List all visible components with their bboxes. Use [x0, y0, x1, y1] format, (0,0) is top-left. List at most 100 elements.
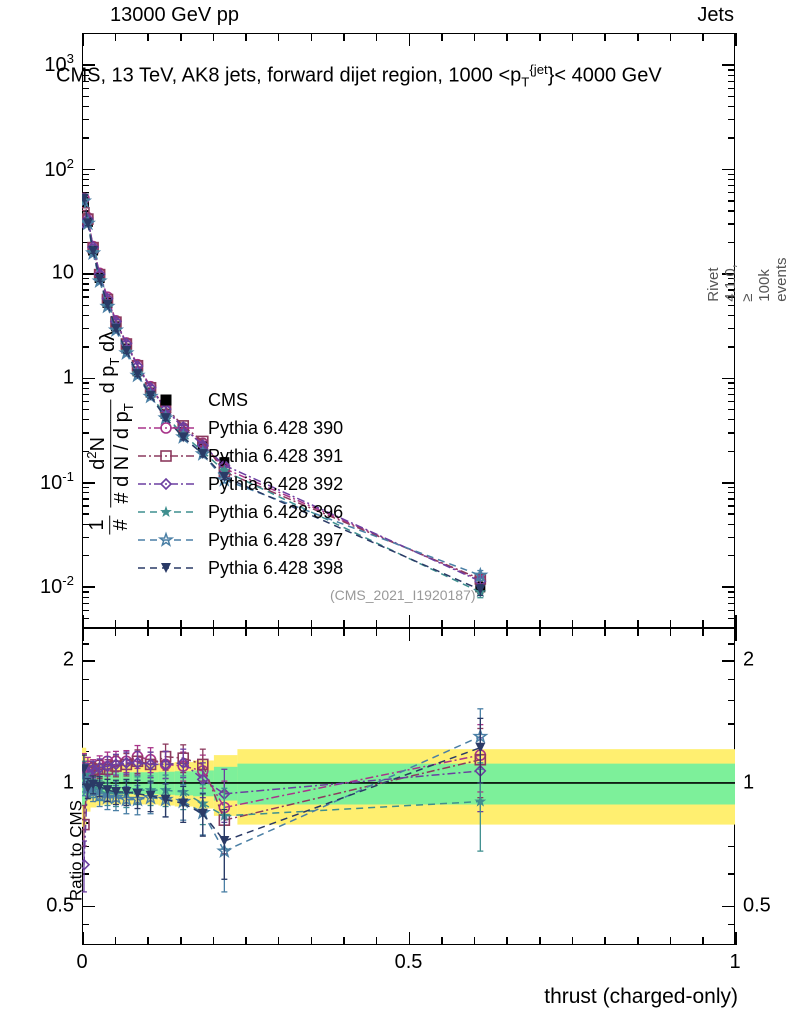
tick-mark — [728, 555, 735, 557]
rivet-version-text: Rivet 4.1.0, ≥ 100k events — [705, 257, 786, 302]
tick-mark — [82, 419, 89, 421]
tick-mark — [82, 296, 89, 298]
data-line — [224, 467, 481, 581]
tick-mark — [637, 33, 639, 41]
tick-mark — [669, 620, 672, 628]
tick-mark — [277, 620, 280, 628]
tick-mark — [728, 591, 735, 593]
data-marker — [132, 788, 143, 799]
tick-mark — [82, 377, 95, 380]
tick-mark — [82, 586, 95, 589]
tick-mark — [212, 620, 215, 628]
data-marker — [109, 758, 123, 771]
data-marker — [94, 781, 105, 792]
tick-mark — [82, 289, 89, 291]
data-marker — [178, 432, 189, 443]
tick-mark — [735, 932, 737, 945]
tick-mark — [728, 283, 735, 285]
tick-mark — [82, 536, 89, 538]
tick-mark — [82, 393, 89, 396]
tick-mark — [637, 937, 639, 945]
tick-mark — [473, 628, 476, 636]
data-marker — [145, 790, 156, 801]
data-line — [202, 450, 225, 472]
legend-item[interactable]: CMS — [138, 386, 343, 414]
tick-mark — [728, 845, 735, 848]
tick-mark — [408, 33, 411, 46]
data-marker — [82, 764, 89, 775]
legend-item[interactable]: Pythia 6.428 398 — [138, 554, 343, 582]
tick-mark — [114, 628, 117, 636]
tick-mark — [179, 937, 182, 945]
tick-mark — [604, 937, 606, 945]
legend-key-icon — [138, 477, 194, 491]
tick-mark — [310, 628, 313, 636]
tick-mark — [728, 523, 735, 525]
legend-item[interactable]: Pythia 6.428 397 — [138, 526, 343, 554]
tick-mark — [722, 586, 735, 589]
tick-mark — [735, 33, 737, 46]
tick-mark — [82, 924, 89, 926]
main-ytick-label: 103 — [44, 51, 74, 77]
tick-mark — [82, 486, 89, 489]
plot-title-sup: {jet — [529, 62, 548, 77]
legend-item[interactable]: Pythia 6.428 391 — [138, 442, 343, 470]
tick-mark — [728, 241, 735, 244]
tick-mark — [82, 178, 89, 181]
tick-mark — [728, 643, 735, 645]
tick-mark — [82, 432, 89, 434]
tick-mark — [82, 95, 89, 98]
data-line — [224, 758, 481, 821]
tick-mark — [728, 678, 735, 681]
tick-mark — [310, 937, 313, 945]
tick-mark — [82, 278, 89, 280]
xaxis-title: thrust (charged-only) — [544, 985, 738, 1008]
ratio-ytick-label-right: 0.5 — [743, 894, 771, 917]
tick-mark — [82, 273, 95, 275]
data-marker — [216, 471, 233, 487]
tick-mark — [728, 450, 735, 452]
tick-mark — [728, 210, 735, 212]
data-line — [165, 755, 184, 759]
legend-item[interactable]: Pythia 6.428 392 — [138, 470, 343, 498]
xtick-label: 1 — [729, 951, 741, 973]
legend-key-icon — [138, 450, 194, 462]
legend-key — [138, 390, 194, 410]
tick-mark — [375, 33, 378, 41]
tick-mark — [82, 185, 89, 187]
main-plot-data — [82, 192, 489, 599]
tick-mark — [728, 400, 735, 403]
data-line — [98, 278, 109, 305]
tick-mark — [310, 33, 313, 41]
legend-item[interactable]: Pythia 6.428 396 — [138, 498, 343, 526]
header-analysis-category: Jets — [697, 4, 734, 26]
legend-label: Pythia 6.428 392 — [208, 473, 344, 494]
tick-mark — [728, 513, 735, 515]
tick-mark — [82, 591, 89, 593]
tick-mark — [245, 628, 247, 636]
tick-mark — [82, 64, 95, 67]
tick-mark — [82, 615, 84, 628]
tick-mark — [539, 937, 541, 945]
data-line — [106, 304, 117, 329]
legend-item[interactable]: Pythia 6.428 390 — [138, 414, 343, 442]
tick-mark — [728, 87, 735, 89]
tick-mark — [604, 33, 606, 41]
tick-mark — [669, 33, 672, 41]
legend-label: Pythia 6.428 397 — [208, 529, 344, 550]
tick-mark — [82, 314, 89, 317]
data-marker — [86, 763, 100, 776]
tick-mark — [728, 609, 735, 611]
data-marker — [197, 449, 208, 460]
plot-title-sub: T — [521, 74, 530, 90]
data-marker — [475, 584, 486, 595]
tick-mark — [375, 628, 378, 636]
tick-mark — [604, 620, 606, 628]
tick-mark — [82, 80, 89, 82]
tick-mark — [82, 905, 89, 907]
data-marker — [110, 786, 121, 797]
tick-mark — [728, 617, 735, 620]
data-marker — [219, 471, 230, 482]
tick-mark — [310, 620, 313, 628]
analysis-id-watermark: (CMS_2021_I1920187) — [330, 587, 476, 603]
